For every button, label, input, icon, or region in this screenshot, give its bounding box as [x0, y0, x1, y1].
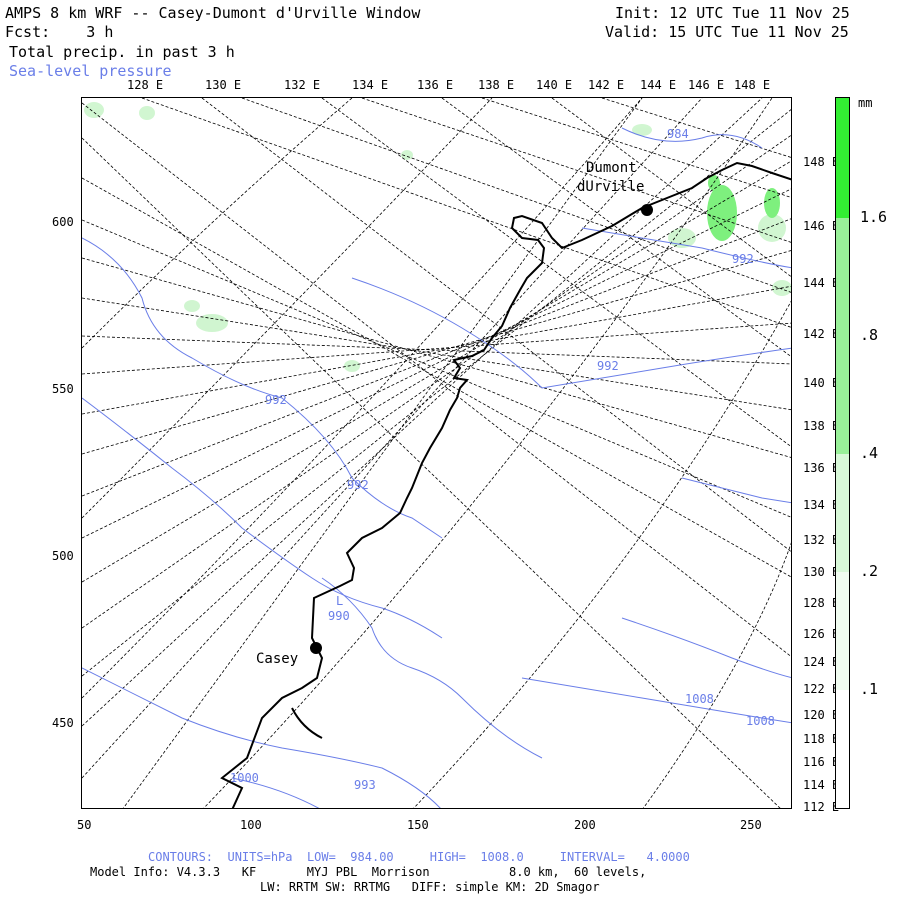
map-plot: 984 992 992 992 992 L 990 1008 1008 1000…	[81, 97, 792, 809]
right-lon-label: 136 E	[803, 461, 840, 475]
right-lon-label: 142 E	[803, 327, 840, 341]
right-lon-label: 116 E	[803, 755, 840, 769]
low-pressure-marker: L	[336, 594, 344, 608]
graticule	[82, 98, 791, 808]
init-time: Init: 12 UTC Tue 11 Nov 25	[615, 4, 850, 22]
right-lon-label: 132 E	[803, 533, 840, 547]
coastline	[220, 161, 791, 808]
right-lon-label: 140 E	[803, 376, 840, 390]
colorbar-segment-high	[836, 98, 849, 218]
contour-label: 1000	[230, 771, 259, 785]
contour-label: 992	[732, 252, 754, 266]
y-axis-label: 450	[52, 716, 74, 730]
colorbar-label: .8	[860, 326, 879, 344]
field-title: Total precip. in past 3 h	[9, 43, 235, 61]
colorbar-segment-low	[836, 454, 849, 572]
precip-colorbar	[835, 97, 850, 809]
top-lon-label: 148 E	[734, 78, 771, 92]
top-lon-label: 136 E	[417, 78, 454, 92]
top-lon-label: 132 E	[284, 78, 321, 92]
colorbar-unit: mm	[858, 96, 873, 110]
top-lon-label: 140 E	[536, 78, 573, 92]
x-axis-label: 100	[240, 818, 262, 832]
right-lon-label: 118 E	[803, 732, 840, 746]
contours-info: CONTOURS: UNITS=hPa LOW= 984.00 HIGH= 10…	[148, 850, 690, 864]
right-lon-label: 124 E	[803, 655, 840, 669]
colorbar-label: .1	[860, 680, 879, 698]
casey-station-label: Casey	[256, 651, 299, 667]
right-lon-label: 144 E	[803, 276, 840, 290]
top-lon-label: 130 E	[205, 78, 242, 92]
colorbar-label: .2	[860, 562, 879, 580]
x-axis-label: 150	[407, 818, 429, 832]
dumont-station-label-line1: Dumont	[586, 160, 637, 176]
latitude-arcs	[82, 98, 791, 808]
x-axis-label: 200	[574, 818, 596, 832]
right-lon-label: 122 E	[803, 682, 840, 696]
right-lon-label: 148 E	[803, 155, 840, 169]
model-title: AMPS 8 km WRF -- Casey-Dumont d'Urville …	[5, 4, 421, 22]
right-lon-label: 120 E	[803, 708, 840, 722]
precip-shading	[84, 102, 791, 372]
contour-label: 984	[667, 127, 689, 141]
right-lon-label: 126 E	[803, 627, 840, 641]
model-info: Model Info: V4.3.3 KF MYJ PBL Morrison 8…	[90, 865, 647, 879]
right-lon-label: 114 E	[803, 778, 840, 792]
colorbar-label: 1.6	[860, 208, 888, 226]
x-axis-label: 50	[77, 818, 92, 832]
top-lon-label: 146 E	[688, 78, 725, 92]
colorbar-segment-none	[836, 690, 849, 808]
right-lon-label: 112 E	[803, 800, 840, 814]
y-axis-label: 600	[52, 215, 74, 229]
contour-label: 1008	[685, 692, 714, 706]
map-canvas	[82, 98, 791, 808]
colorbar-label: .4	[860, 444, 879, 462]
y-axis-label: 500	[52, 549, 74, 563]
colorbar-segment-mid	[836, 218, 849, 454]
dumont-durville-station-marker	[641, 204, 653, 216]
right-lon-label: 146 E	[803, 219, 840, 233]
contour-label: 992	[265, 393, 287, 407]
top-lon-label: 134 E	[352, 78, 389, 92]
contour-label: 992	[597, 359, 619, 373]
top-lon-label: 138 E	[478, 78, 515, 92]
contour-label: 992	[347, 478, 369, 492]
physics-info: LW: RRTM SW: RRTMG DIFF: simple KM: 2D S…	[260, 880, 600, 894]
y-axis-label: 550	[52, 382, 74, 396]
top-lon-label: 142 E	[588, 78, 625, 92]
contour-label: 990	[328, 609, 350, 623]
right-lon-label: 128 E	[803, 596, 840, 610]
top-lon-label: 144 E	[640, 78, 677, 92]
casey-station-marker	[310, 642, 322, 654]
overlay-title: Sea-level pressure	[9, 62, 172, 80]
right-lon-label: 130 E	[803, 565, 840, 579]
valid-time: Valid: 15 UTC Tue 11 Nov 25	[605, 23, 849, 41]
contour-label: 993	[354, 778, 376, 792]
right-lon-label: 134 E	[803, 498, 840, 512]
top-lon-label: 128 E	[127, 78, 164, 92]
contour-label: 1008	[746, 714, 775, 728]
pressure-contours	[82, 127, 791, 808]
x-axis-label: 250	[740, 818, 762, 832]
precip-shading-heavy	[707, 175, 780, 241]
dumont-station-label-line2: dUrville	[577, 179, 645, 195]
forecast-hour: Fcst: 3 h	[5, 23, 114, 41]
right-lon-label: 138 E	[803, 419, 840, 433]
colorbar-segment-vlow	[836, 572, 849, 690]
